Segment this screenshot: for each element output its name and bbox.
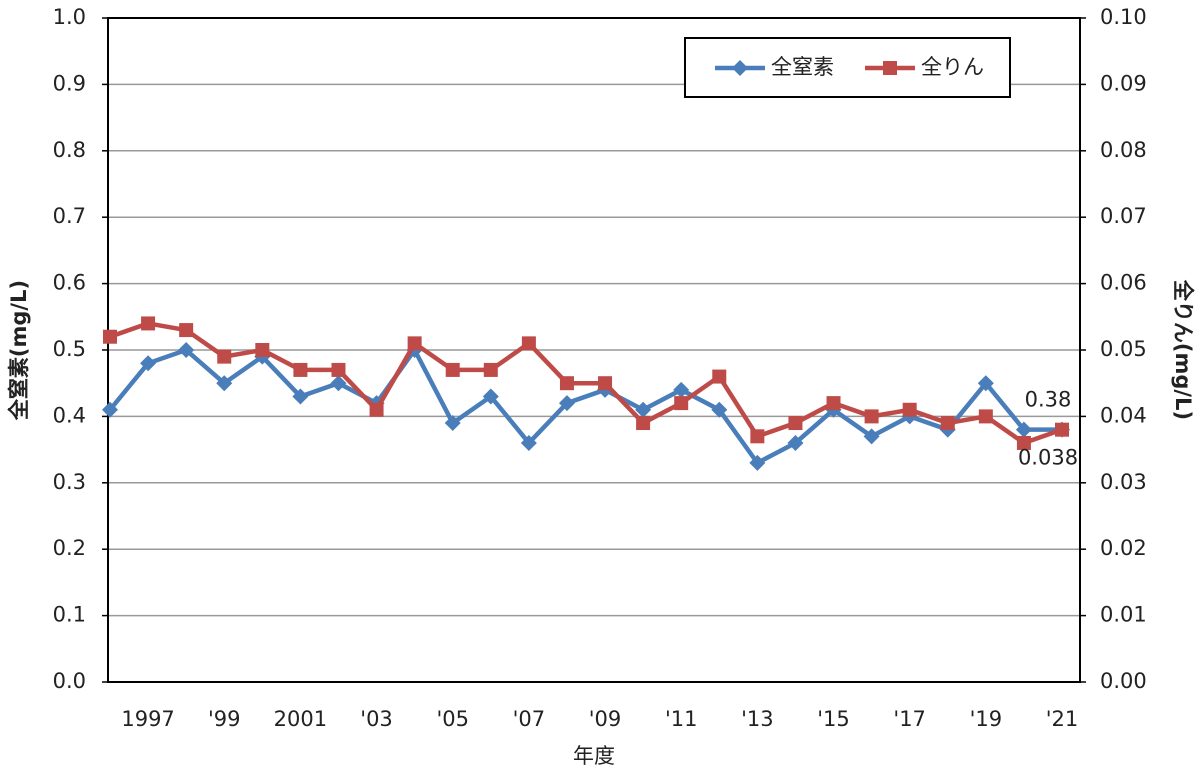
point [141, 316, 156, 331]
point [902, 402, 917, 417]
x-tick-label: '21 [1046, 707, 1079, 731]
y-tick-label: 0.3 [53, 470, 86, 494]
x-tick-label: '17 [893, 707, 926, 731]
point [255, 343, 270, 357]
point [749, 454, 766, 471]
point [293, 362, 308, 377]
x-tick-label: '09 [589, 707, 622, 731]
point [178, 342, 195, 358]
point [1015, 421, 1032, 438]
y2-tick-label: 0.09 [1100, 71, 1147, 95]
point [864, 409, 879, 424]
point [787, 434, 804, 451]
legend-label: 全りん [921, 55, 984, 79]
legend-marker [883, 61, 897, 75]
point [750, 429, 765, 444]
point [330, 375, 347, 392]
point [103, 329, 117, 344]
point [140, 355, 157, 372]
y2-tick-label: 0.05 [1100, 337, 1147, 361]
x-tick-label: 1997 [121, 707, 174, 731]
point [369, 402, 384, 417]
point [559, 376, 574, 391]
point [216, 375, 233, 392]
y2-tick-label: 0.08 [1100, 138, 1147, 162]
y-tick-label: 0.9 [53, 71, 86, 95]
x-tick-label: '15 [817, 707, 850, 731]
point [826, 396, 841, 411]
point [217, 349, 232, 364]
point [674, 396, 689, 411]
point [445, 362, 460, 377]
point [483, 362, 498, 377]
point [102, 401, 118, 418]
point [331, 362, 346, 377]
y2-tick-label: 0.04 [1100, 403, 1147, 427]
point [711, 401, 728, 418]
point [635, 401, 652, 418]
y-tick-label: 0.5 [53, 337, 86, 361]
y-tick-label: 0.6 [53, 271, 86, 295]
point [598, 376, 613, 391]
point [712, 369, 727, 384]
point [1055, 422, 1069, 437]
point [407, 336, 422, 351]
plot-frame [107, 17, 1081, 683]
point [179, 323, 194, 338]
x-tick-label: '03 [360, 707, 393, 731]
point [788, 416, 803, 431]
x-tick-label: '13 [741, 707, 774, 731]
point [558, 395, 575, 412]
x-tick-label: '99 [208, 707, 241, 731]
y-tick-label: 0.7 [53, 204, 86, 228]
x-tick-label: '11 [665, 707, 698, 731]
y-tick-label: 0.2 [53, 536, 86, 560]
point [482, 388, 499, 405]
point [673, 381, 690, 398]
y-tick-label: 0.0 [53, 669, 86, 693]
y2-tick-label: 0.02 [1100, 536, 1147, 560]
y-tick-label: 1.0 [53, 5, 86, 29]
y2-tick-label: 0.00 [1100, 669, 1147, 693]
y2-tick-label: 0.03 [1100, 470, 1147, 494]
point [444, 415, 461, 432]
y-tick-label: 0.1 [53, 603, 86, 627]
point [292, 388, 309, 405]
x-tick-label: '05 [436, 707, 469, 731]
x-tick-label: 2001 [274, 707, 327, 731]
y2-tick-label: 0.10 [1100, 5, 1147, 29]
x-tick-label: '07 [513, 707, 546, 731]
legend-label: 全窒素 [771, 55, 834, 79]
y2-tick-label: 0.07 [1100, 204, 1147, 228]
point [978, 409, 993, 424]
data-label: 0.038 [1018, 446, 1078, 470]
y2-tick-label: 0.06 [1100, 271, 1147, 295]
y-tick-label: 0.8 [53, 138, 86, 162]
y2-axis-title: 全りん(mg/L) [1171, 279, 1195, 420]
point [977, 375, 994, 392]
point [1016, 435, 1031, 450]
series-line [108, 345, 1062, 466]
data-label: 0.38 [1025, 388, 1072, 412]
point [636, 416, 651, 431]
y2-tick-label: 0.01 [1100, 603, 1147, 627]
point [521, 336, 536, 351]
legend-marker [732, 60, 748, 76]
x-axis-title: 年度 [573, 744, 615, 768]
point [520, 434, 537, 451]
series-line [109, 321, 1063, 446]
point [940, 416, 955, 431]
y-axis-title: 全窒素(mg/L) [7, 280, 31, 421]
y-tick-label: 0.4 [53, 403, 86, 427]
x-tick-label: '19 [970, 707, 1003, 731]
point [863, 428, 880, 445]
